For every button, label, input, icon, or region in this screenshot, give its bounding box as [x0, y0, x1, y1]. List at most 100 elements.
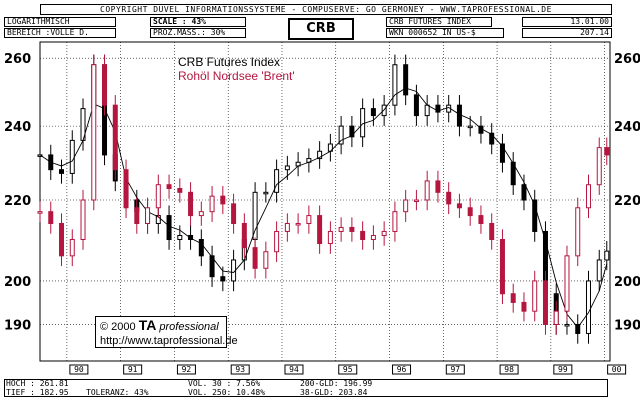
stat-38gld: 38-GLD: 203.84 [300, 388, 368, 397]
candle-body [403, 199, 409, 213]
candle-body [413, 94, 419, 117]
candle-body [252, 191, 258, 241]
candle-body [80, 199, 86, 241]
x-tick-box [499, 364, 519, 375]
y-tick-label-left: 190 [4, 318, 31, 333]
x-tick-label: 93 [235, 365, 245, 374]
candle-body [274, 169, 280, 193]
candle-body [604, 147, 610, 156]
wkn-box: WKN 000652 IN US-$ [386, 28, 504, 38]
y-axis-labels: 190 190 200 200 220 220 240 240 260 260 [4, 52, 640, 333]
chart-grid [39, 41, 611, 362]
candle-body [435, 180, 441, 193]
symbol-label: CRB [288, 18, 354, 40]
candle-body [596, 259, 602, 282]
candle-body [585, 280, 591, 334]
candle-body [91, 64, 97, 201]
candle-body [338, 226, 344, 232]
candle-body [424, 180, 430, 201]
x-tick-box [123, 364, 143, 375]
candle-body [102, 64, 108, 106]
candle-body [177, 234, 183, 241]
title-box-text: CRB FUTURES INDEX [389, 17, 471, 26]
watermark-box: © 2000 TA professional http://www.taprof… [95, 316, 238, 348]
candle-body [456, 203, 462, 209]
x-tick-label: 95 [343, 365, 353, 374]
prozmass-text: PROZ.MASS.: 30% [153, 28, 226, 37]
candle-body [360, 108, 366, 138]
candle-body [467, 207, 473, 217]
range-box: BEREICH :VOLLE D. [4, 28, 116, 38]
candle-body [521, 301, 527, 312]
stat-vol30: VOL. 30 : 7.56% [188, 379, 261, 388]
candle-body [263, 191, 269, 195]
candle-body [564, 255, 570, 312]
stat-hoch: HOCH : 261.81 [6, 379, 69, 388]
stat-200gld: 200-GLD: 196.99 [300, 379, 373, 388]
candle-body [112, 104, 118, 171]
candle-body [392, 64, 398, 106]
candle-body [231, 203, 237, 224]
x-tick-box [607, 364, 627, 375]
watermark-ta: TA [138, 317, 157, 333]
candle-body [532, 199, 538, 232]
candle-body [59, 169, 65, 174]
x-tick-label: 99 [558, 365, 568, 374]
x-tick-box [392, 364, 412, 375]
candle-body [209, 195, 215, 213]
last-value-text: 207.14 [580, 28, 609, 37]
x-tick-box [284, 364, 304, 375]
x-tick-label: 00 [612, 365, 622, 374]
x-tick-box [338, 364, 358, 375]
footer-stats-frame [4, 379, 608, 397]
candle-body [317, 215, 323, 245]
candle-body [499, 239, 505, 295]
candle-body [575, 323, 581, 334]
candle-body [37, 211, 43, 214]
x-tick-box [69, 364, 89, 375]
candle-body [564, 323, 570, 327]
candle-body [198, 239, 204, 257]
candle-body [155, 184, 161, 209]
candle-body [521, 184, 527, 201]
candle-body [274, 230, 280, 253]
x-tick-label: 94 [289, 365, 299, 374]
series-brent [37, 54, 610, 335]
stat-vol250: VOL. 250: 10.48% [188, 388, 266, 397]
candle-body [381, 230, 387, 236]
candle-body [220, 276, 226, 282]
candle-body [585, 184, 591, 209]
y-tick-label-right: 240 [614, 120, 640, 135]
candle-body [69, 139, 75, 174]
candle-body [435, 104, 441, 113]
x-axis-labels: 90 91 92 93 94 95 96 97 98 99 00 [69, 364, 627, 375]
x-tick-label: 97 [450, 365, 460, 374]
candle-body [166, 184, 172, 190]
scale-mode-box: LOGARITHMISCH [4, 17, 116, 27]
y-tick-label-right: 220 [614, 194, 640, 209]
watermark-professional: professional [159, 321, 219, 333]
candle-body [209, 255, 215, 278]
legend-brent: Rohöl Nordsee 'Brent' [178, 69, 295, 83]
candle-body [241, 222, 247, 249]
x-tick-label: 98 [504, 365, 514, 374]
y-tick-label-left: 220 [4, 194, 31, 209]
candle-body [604, 250, 610, 261]
x-tick-box [553, 364, 573, 375]
candle-body [596, 147, 602, 186]
candle-body [263, 251, 269, 269]
candle-body [413, 199, 419, 203]
stat-tief: TIEF : 182.95 [6, 388, 69, 397]
candle-body [220, 195, 226, 205]
candle-body [489, 132, 495, 145]
x-tick-label: 96 [397, 365, 407, 374]
x-tick-box [230, 364, 250, 375]
candle-body [349, 125, 355, 138]
candle-body [188, 191, 194, 217]
candle-body [553, 310, 559, 325]
candle-body [252, 247, 258, 269]
watermark-copyright: © 2000 [100, 321, 136, 333]
candle-body [424, 104, 430, 117]
x-tick-label: 91 [128, 365, 138, 374]
candle-body [370, 234, 376, 241]
